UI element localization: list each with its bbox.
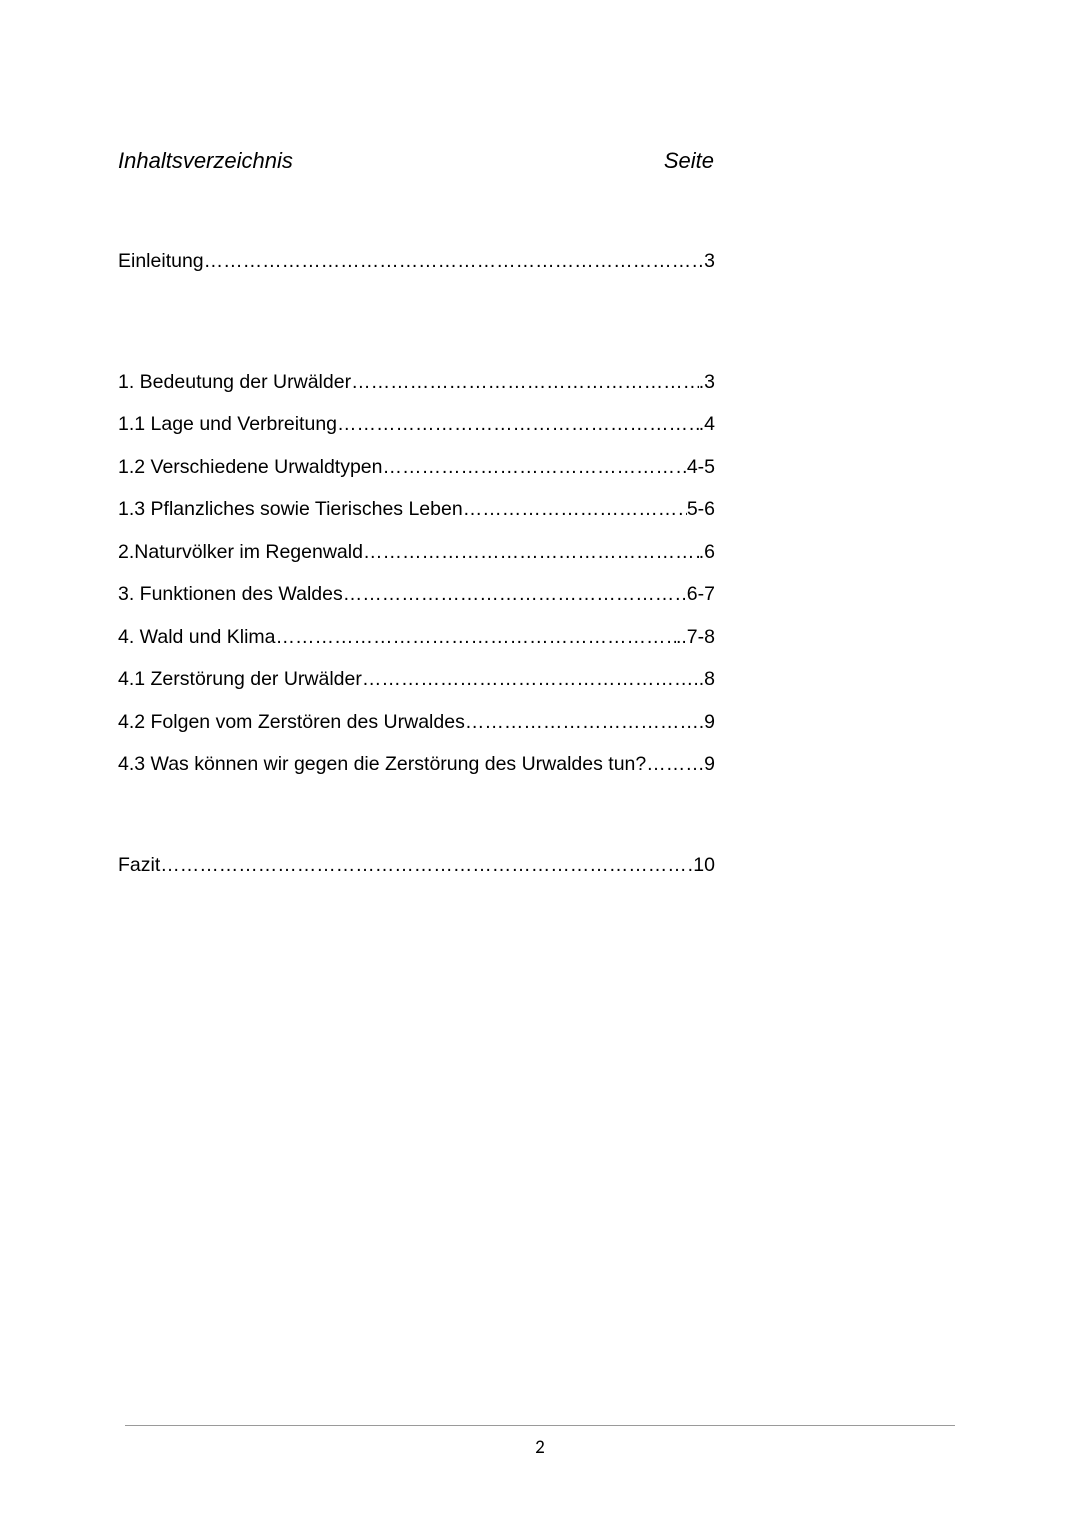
toc-entry: 4.1 Zerstörung der Urwälder…………………………………… [118,670,715,690]
toc-entry: 1. Bedeutung der Urwälder………………………………………… [118,373,715,393]
toc-entry-text: 4.2 Folgen vom Zerstören des Urwaldes [118,713,465,733]
toc-entry-page: 5-6 [687,500,715,520]
toc-entry: 2.Naturvölker im Regenwald……………………………………… [118,543,715,563]
toc-leader-dots: …………………………………………………………………………………………………………… [343,585,682,605]
toc-title: Inhaltsverzeichnis [118,148,293,174]
toc-entry: Fazit……………………………………………………………………………………………… [118,856,715,876]
toc-entry-text: 1.3 Pflanzliches sowie Tierisches Leben [118,500,463,520]
page: Inhaltsverzeichnis Seite Einleitung……………… [0,0,1080,1527]
toc-entry-page: .4 [699,415,715,435]
table-of-contents: Einleitung………………………………………………………………………………… [118,252,958,875]
toc-entry-text: Einleitung [118,252,204,272]
toc-leader-dots: …………………………………………………………………………………………………………… [363,543,699,563]
toc-entry-text: 1.2 Verschiedene Urwaldtypen [118,458,383,478]
toc-leader-dots: …………………………………………………………………………………………………………… [465,713,699,733]
toc-entry-text: 4.1 Zerstörung der Urwälder [118,670,362,690]
toc-entry-text: Fazit [118,856,160,876]
toc-entry-text: 1. Bedeutung der Urwälder [118,373,351,393]
toc-entry: 4.2 Folgen vom Zerstören des Urwaldes………… [118,713,715,733]
toc-entry-page: 10 [693,856,715,876]
toc-leader-dots: …………………………………………………………………………………………………………… [351,373,699,393]
toc-entry-page: .6-7 [681,585,715,605]
toc-header: Inhaltsverzeichnis Seite [118,148,958,174]
toc-entry-page: .3 [699,373,715,393]
toc-entry-text: 2.Naturvölker im Regenwald [118,543,363,563]
toc-entry: 3. Funktionen des Waldes…………………………………………… [118,585,715,605]
toc-entry: 1.1 Lage und Verbreitung…………………………………………… [118,415,715,435]
toc-leader-dots: …………………………………………………………………………………………………………… [646,755,704,775]
toc-leader-dots: …………………………………………………………………………………………………………… [276,628,676,648]
toc-page-label: Seite [664,148,714,174]
toc-leader-dots: …………………………………………………………………………………………………………… [383,458,687,478]
toc-entry-text: 4.3 Was können wir gegen die Zerstörung … [118,755,646,775]
toc-entry: 4.3 Was können wir gegen die Zerstörung … [118,755,715,775]
toc-leader-dots: …………………………………………………………………………………………………………… [337,415,699,435]
toc-entry-page: .6 [699,543,715,563]
toc-leader-dots: …………………………………………………………………………………………………………… [204,252,704,272]
toc-entry-page: ..8 [693,670,715,690]
toc-entry: 1.3 Pflanzliches sowie Tierisches Leben…… [118,500,715,520]
toc-entry-page: 4-5 [687,458,715,478]
page-number: 2 [0,1436,1080,1459]
toc-entry: Einleitung………………………………………………………………………………… [118,252,715,272]
toc-leader-dots: …………………………………………………………………………………………………………… [160,856,693,876]
toc-entry-page: .9 [699,713,715,733]
toc-entry-text: 3. Funktionen des Waldes [118,585,343,605]
toc-gap [118,798,958,856]
footer-rule [125,1425,955,1426]
toc-entry: 4. Wald und Klima……………………………………………………………… [118,628,715,648]
toc-entry: 1.2 Verschiedene Urwaldtypen………………………………… [118,458,715,478]
toc-entry-page: 9 [704,755,715,775]
toc-leader-dots: …………………………………………………………………………………………………………… [463,500,687,520]
toc-entry-text: 1.1 Lage und Verbreitung [118,415,337,435]
toc-gap [118,295,958,373]
toc-entry-page: 3 [704,252,715,272]
toc-leader-dots: …………………………………………………………………………………………………………… [362,670,693,690]
toc-entry-page: ..7-8 [676,628,715,648]
page-footer: 2 [0,1425,1080,1459]
toc-entry-text: 4. Wald und Klima [118,628,276,648]
